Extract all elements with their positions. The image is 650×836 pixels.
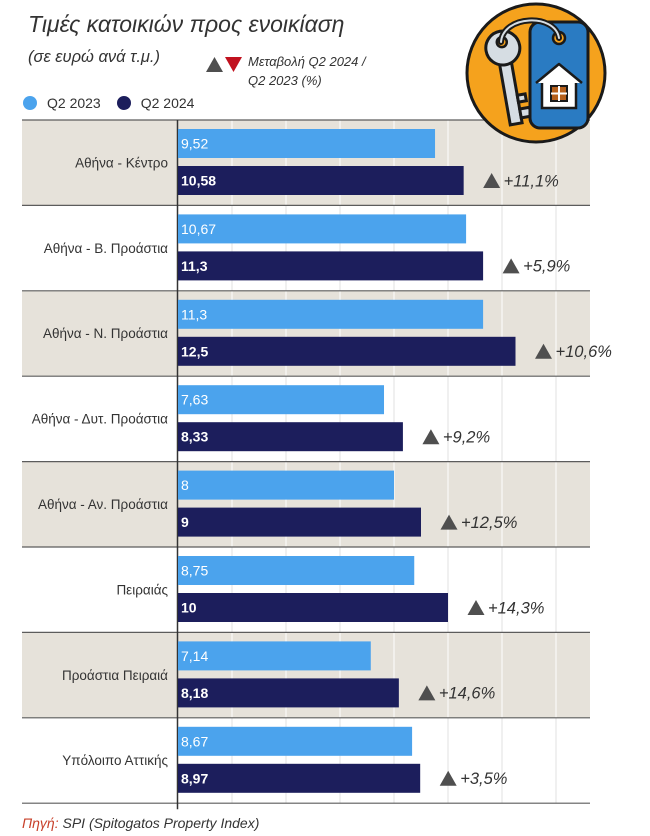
bar-q2-2023 xyxy=(178,470,394,500)
bar-value-label: 12,5 xyxy=(181,343,208,359)
category-label: Αθήνα - Ν. Προάστια xyxy=(43,326,168,341)
change-label: +9,2% xyxy=(443,429,490,447)
change-label: +14,3% xyxy=(488,599,544,617)
bar-value-label: 8,75 xyxy=(181,563,208,579)
labels: Αθήνα - Κέντρο 9,52 10,58 +11,1% Αθήνα - Β. … xyxy=(32,136,612,789)
bar-value-label: 7,14 xyxy=(181,648,208,664)
legend-item-q2-2023: Q2 2023 xyxy=(23,95,101,111)
category-label: Αθήνα - Κέντρο xyxy=(75,155,168,170)
legend-label: Q2 2023 xyxy=(47,95,101,111)
rental-key-house-tag-icon xyxy=(465,2,607,144)
change-markers xyxy=(418,173,552,786)
change-up-triangle-icon xyxy=(418,685,436,701)
bar-q2-2023 xyxy=(178,556,415,585)
bar-q2-2023 xyxy=(178,299,484,329)
house-icon xyxy=(535,62,583,110)
bars xyxy=(178,129,516,793)
change-legend-line-2: Q2 2023 (%) xyxy=(248,73,322,88)
bar-q2-2023 xyxy=(178,385,385,415)
category-label: Υπόλοιπο Αττικής xyxy=(62,753,168,768)
change-legend-line-1: Μεταβολή Q2 2024 / xyxy=(248,54,366,69)
legend: Q2 2023 Q2 2024 xyxy=(23,95,194,111)
bar-value-label: 9 xyxy=(181,514,189,530)
change-up-triangle-icon xyxy=(439,770,457,786)
bar-q2-2023 xyxy=(178,129,436,158)
bar-q2-2024 xyxy=(178,336,516,366)
bar-value-label: 7,63 xyxy=(181,392,208,408)
source-label: Πηγή: xyxy=(22,815,59,831)
bar-q2-2024 xyxy=(178,166,464,195)
bar-value-label: 8,33 xyxy=(181,429,208,445)
legend-swatch-q2-2023 xyxy=(23,96,37,110)
bar-q2-2024 xyxy=(178,678,399,708)
row-separators xyxy=(22,119,590,804)
bar-q2-2023 xyxy=(178,726,413,756)
bar-value-label: 11,3 xyxy=(181,306,207,322)
category-label: Προάστια Πειραιά xyxy=(62,668,168,683)
change-legend-text: Μεταβολή Q2 2024 / Q2 2023 (%) xyxy=(248,52,366,90)
category-label: Αθήνα - Β. Προάστια xyxy=(44,241,168,256)
key-ring-cord xyxy=(498,17,562,45)
change-label: +5,9% xyxy=(523,258,570,276)
bar-value-label: 10,67 xyxy=(181,221,216,237)
change-up-triangle-icon xyxy=(483,173,501,188)
house-tag-icon xyxy=(528,20,590,130)
bar-q2-2024 xyxy=(178,763,421,793)
change-label: +3,5% xyxy=(460,770,507,788)
bar-value-label: 8,67 xyxy=(181,733,208,749)
chart-subtitle: (σε ευρώ ανά τ.μ.) xyxy=(28,48,161,66)
change-up-triangle-icon xyxy=(535,343,552,359)
change-up-triangle-icon xyxy=(502,258,520,274)
bar-value-label: 8,97 xyxy=(181,770,208,786)
bar-value-label: 10 xyxy=(181,600,197,616)
bar-value-label: 9,52 xyxy=(181,136,208,152)
key-icon xyxy=(484,29,533,127)
bar-value-label: 10,58 xyxy=(181,173,216,189)
legend-swatch-q2-2024 xyxy=(116,96,131,110)
triangle-down-icon xyxy=(225,57,242,72)
change-label: +12,5% xyxy=(461,514,517,532)
category-label: Πειραιάς xyxy=(116,582,168,597)
change-label: +11,1% xyxy=(504,172,559,190)
change-up-triangle-icon xyxy=(422,429,440,445)
bar-q2-2024 xyxy=(178,251,484,281)
legend-label: Q2 2024 xyxy=(140,95,195,111)
change-label: +14,6% xyxy=(439,685,495,703)
legend-item-q2-2024: Q2 2024 xyxy=(116,95,195,111)
category-label: Αθήνα - Αν. Προάστια xyxy=(38,497,168,512)
bar-q2-2024 xyxy=(178,593,448,622)
chart-title: Τιμές κατοικιών προς ενοικίαση xyxy=(28,11,345,37)
bar-value-label: 8 xyxy=(181,477,189,493)
bar-value-label: 8,18 xyxy=(181,685,208,701)
category-label: Αθήνα - Δυτ. Προάστια xyxy=(32,412,168,427)
change-legend-triangles xyxy=(206,57,242,72)
bar-q2-2023 xyxy=(178,214,467,244)
source-note: Πηγή: SPI (Spitogatos Property Index) xyxy=(22,815,259,832)
bar-value-label: 11,3 xyxy=(181,258,208,274)
source-text: SPI (Spitogatos Property Index) xyxy=(62,815,260,831)
change-up-triangle-icon xyxy=(467,600,485,615)
bar-q2-2024 xyxy=(178,422,403,452)
change-up-triangle-icon xyxy=(440,514,458,530)
change-label: +10,6% xyxy=(556,343,612,361)
bar-q2-2024 xyxy=(178,507,421,537)
bar-q2-2023 xyxy=(178,641,371,671)
triangle-up-icon xyxy=(206,57,223,72)
